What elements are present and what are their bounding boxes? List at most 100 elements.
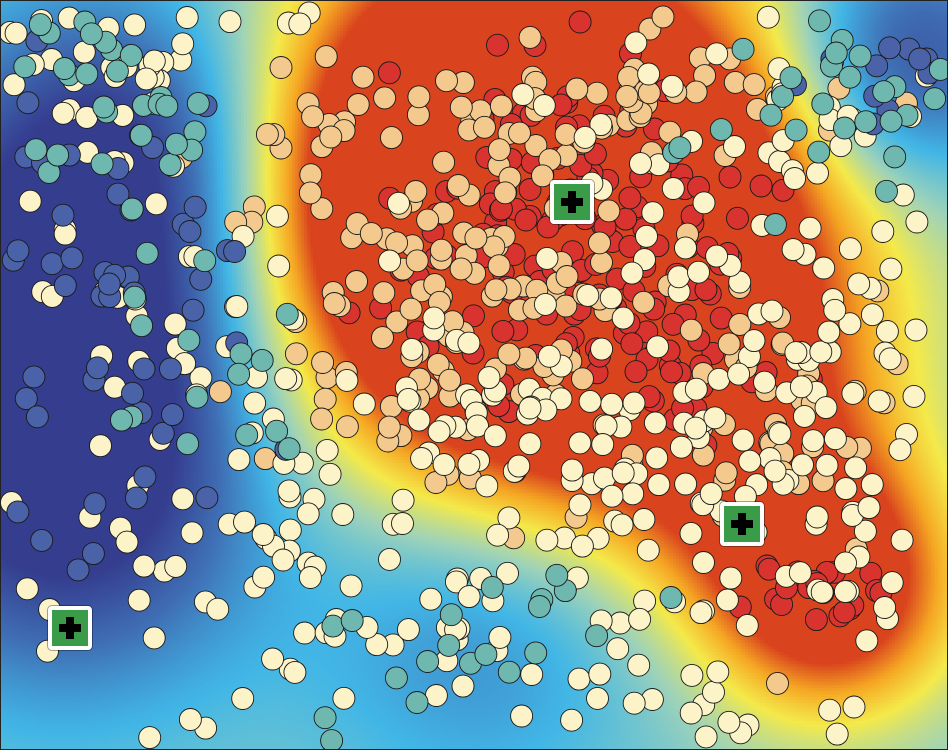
- incident-point: [313, 387, 337, 411]
- incident-point: [105, 59, 129, 83]
- incident-point: [832, 600, 856, 624]
- incident-point: [134, 67, 158, 91]
- incident-point: [567, 667, 591, 691]
- incident-point: [781, 238, 805, 262]
- incident-point: [600, 392, 624, 416]
- incident-point: [514, 208, 538, 232]
- incident-point: [181, 298, 205, 322]
- incident-point: [622, 691, 646, 715]
- facility-marker[interactable]: [720, 502, 764, 546]
- incident-point: [841, 381, 865, 405]
- incident-point: [186, 91, 210, 115]
- incident-point: [132, 357, 156, 381]
- incident-point: [588, 231, 611, 255]
- incident-point: [486, 33, 509, 57]
- incident-point: [486, 523, 510, 547]
- incident-point: [684, 377, 708, 401]
- incident-point: [159, 357, 182, 381]
- incident-point: [378, 547, 401, 571]
- incident-point: [728, 312, 752, 336]
- incident-point: [444, 570, 468, 594]
- facility-marker[interactable]: [550, 180, 594, 224]
- incident-point: [622, 391, 646, 415]
- incident-point: [833, 116, 856, 140]
- incident-point: [834, 477, 858, 501]
- incident-point: [838, 237, 862, 261]
- incident-point: [905, 210, 929, 234]
- incident-point: [365, 633, 389, 657]
- incident-point: [15, 577, 39, 601]
- incident-point: [119, 43, 143, 67]
- incident-point: [627, 653, 651, 677]
- incident-point: [804, 608, 828, 632]
- incident-point: [756, 5, 780, 29]
- incident-point: [235, 423, 259, 447]
- incident-point: [491, 319, 515, 343]
- incident-point: [410, 447, 434, 470]
- incident-point: [419, 587, 443, 611]
- incident-point: [568, 493, 592, 517]
- incident-point: [322, 292, 346, 315]
- incident-point: [560, 708, 584, 732]
- incident-point: [568, 431, 592, 455]
- incident-point: [129, 123, 153, 147]
- incident-point: [565, 77, 589, 101]
- incident-point: [801, 429, 825, 453]
- incident-point: [660, 360, 683, 384]
- incident-point: [251, 523, 275, 546]
- incident-point: [372, 281, 396, 305]
- incident-point: [352, 392, 376, 416]
- incident-point: [669, 435, 693, 459]
- incident-point: [243, 391, 267, 415]
- incident-point: [424, 684, 448, 707]
- incident-point: [719, 566, 743, 590]
- incident-point: [824, 41, 848, 65]
- incident-point: [351, 65, 375, 89]
- incident-point: [817, 320, 841, 344]
- incident-point: [231, 687, 255, 710]
- incident-point: [163, 312, 187, 336]
- incident-point: [606, 637, 630, 661]
- incident-point: [855, 629, 879, 653]
- incident-point: [632, 290, 656, 314]
- incident-point: [763, 213, 787, 236]
- incident-point: [618, 234, 642, 258]
- incident-point: [718, 165, 742, 189]
- incident-point: [847, 272, 871, 296]
- incident-point: [684, 416, 708, 440]
- incident-point: [497, 660, 521, 684]
- incident-point: [723, 135, 746, 158]
- incident-point: [597, 199, 621, 223]
- incident-point: [842, 695, 866, 719]
- incident-point: [464, 226, 488, 250]
- incident-point: [611, 306, 635, 330]
- incident-point: [599, 286, 623, 310]
- incident-point: [30, 528, 54, 552]
- incident-point: [789, 375, 813, 399]
- incident-point: [878, 36, 902, 60]
- incident-point: [585, 81, 609, 105]
- incident-point: [171, 487, 195, 511]
- incident-point: [497, 506, 521, 530]
- incident-point: [275, 302, 299, 326]
- incident-point: [346, 93, 370, 116]
- incident-point: [511, 83, 535, 106]
- incident-point: [679, 318, 703, 342]
- incident-point: [335, 368, 359, 392]
- incident-point: [120, 197, 144, 221]
- facility-marker[interactable]: [48, 606, 92, 650]
- incident-point: [278, 518, 302, 542]
- incident-point: [180, 521, 204, 545]
- incident-point: [844, 456, 868, 480]
- incident-point: [591, 433, 615, 456]
- incident-point: [175, 6, 199, 29]
- incident-point: [315, 438, 339, 462]
- incident-point: [610, 513, 634, 537]
- incident-point: [727, 362, 751, 386]
- incident-point: [426, 352, 450, 376]
- incident-point: [466, 414, 489, 438]
- incident-point: [692, 551, 715, 574]
- incident-point: [590, 250, 613, 274]
- incident-point: [60, 246, 84, 270]
